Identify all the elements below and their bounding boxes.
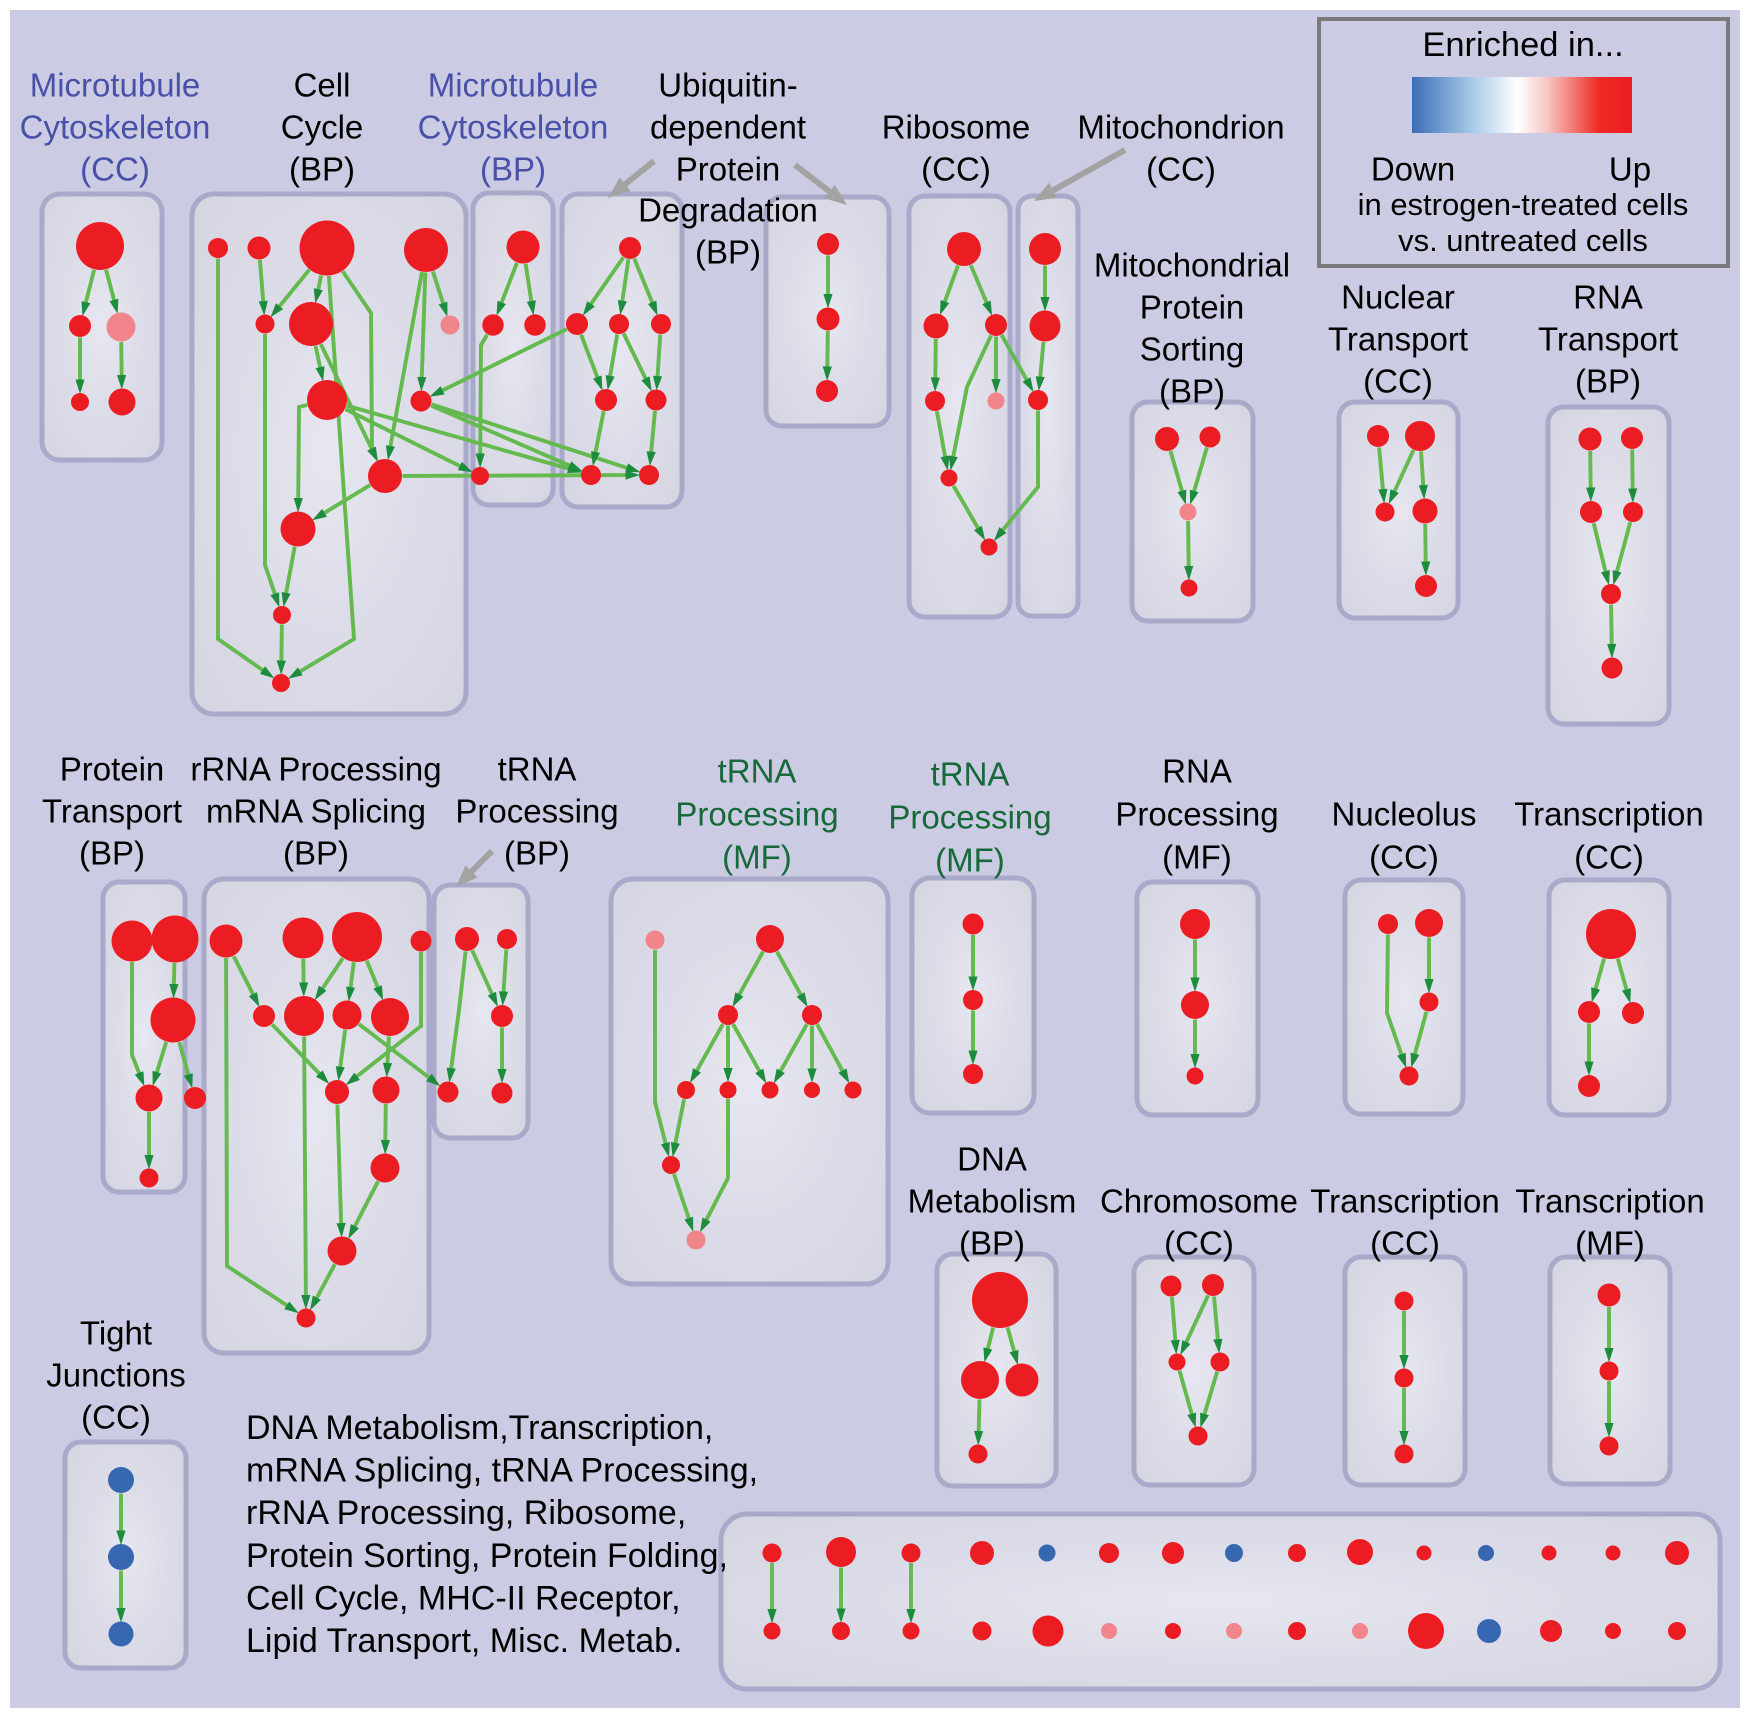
svg-text:Nucleolus: Nucleolus — [1332, 796, 1477, 833]
svg-text:(MF): (MF) — [1162, 839, 1232, 876]
svg-text:DNA Metabolism,Transcription,: DNA Metabolism,Transcription, — [246, 1409, 713, 1447]
svg-text:Microtubule: Microtubule — [30, 67, 201, 104]
svg-text:(BP): (BP) — [79, 835, 145, 872]
svg-text:(CC): (CC) — [1146, 151, 1216, 188]
svg-text:Cycle: Cycle — [281, 109, 364, 146]
svg-text:Enriched in...: Enriched in... — [1422, 26, 1623, 64]
svg-text:Degradation: Degradation — [638, 192, 818, 229]
svg-text:Processing: Processing — [1115, 796, 1278, 833]
svg-text:in estrogen-treated cells: in estrogen-treated cells — [1358, 187, 1689, 222]
svg-text:Processing: Processing — [888, 799, 1051, 836]
svg-text:rRNA Processing: rRNA Processing — [190, 751, 441, 788]
svg-text:Microtubule: Microtubule — [428, 67, 599, 104]
svg-text:Nuclear: Nuclear — [1341, 279, 1455, 316]
svg-text:(CC): (CC) — [1574, 839, 1644, 876]
svg-text:(CC): (CC) — [1164, 1225, 1234, 1262]
svg-text:(BP): (BP) — [504, 835, 570, 872]
svg-text:Cell Cycle, MHC-II Receptor,: Cell Cycle, MHC-II Receptor, — [246, 1579, 681, 1617]
svg-text:Transport: Transport — [1538, 321, 1678, 358]
svg-text:mRNA Splicing: mRNA Splicing — [206, 793, 426, 830]
svg-text:Mitochondrial: Mitochondrial — [1094, 247, 1290, 284]
svg-text:DNA: DNA — [957, 1141, 1027, 1178]
svg-text:Lipid Transport, Misc. Metab.: Lipid Transport, Misc. Metab. — [246, 1622, 683, 1660]
svg-text:(BP): (BP) — [283, 835, 349, 872]
svg-text:(BP): (BP) — [695, 234, 761, 271]
svg-text:(BP): (BP) — [959, 1225, 1025, 1262]
svg-text:(CC): (CC) — [1363, 363, 1433, 400]
svg-text:Metabolism: Metabolism — [908, 1183, 1077, 1220]
svg-text:Transport: Transport — [1328, 321, 1468, 358]
svg-text:dependent: dependent — [650, 109, 806, 146]
svg-text:Protein Sorting, Protein Foldi: Protein Sorting, Protein Folding, — [246, 1537, 728, 1575]
svg-text:Transcription: Transcription — [1515, 1183, 1705, 1220]
svg-text:Mitochondrion: Mitochondrion — [1077, 109, 1284, 146]
svg-text:(BP): (BP) — [1575, 363, 1641, 400]
svg-text:tRNA: tRNA — [498, 751, 577, 788]
svg-text:rRNA Processing, Ribosome,: rRNA Processing, Ribosome, — [246, 1494, 686, 1532]
svg-text:Cytoskeleton: Cytoskeleton — [20, 109, 211, 146]
svg-text:Transcription: Transcription — [1310, 1183, 1500, 1220]
svg-text:(CC): (CC) — [1369, 839, 1439, 876]
svg-text:RNA: RNA — [1162, 753, 1232, 790]
svg-text:Processing: Processing — [455, 793, 618, 830]
svg-text:(CC): (CC) — [1370, 1225, 1440, 1262]
svg-text:Ubiquitin-: Ubiquitin- — [658, 67, 797, 104]
svg-text:Sorting: Sorting — [1140, 331, 1245, 368]
svg-text:Tight: Tight — [80, 1315, 152, 1352]
svg-text:(MF): (MF) — [722, 839, 792, 876]
svg-text:Protein: Protein — [676, 151, 781, 188]
svg-text:Up: Up — [1609, 151, 1651, 188]
svg-text:mRNA Splicing, tRNA Processing: mRNA Splicing, tRNA Processing, — [246, 1452, 758, 1490]
svg-text:vs. untreated cells: vs. untreated cells — [1398, 223, 1648, 258]
svg-text:Down: Down — [1371, 151, 1455, 188]
svg-text:Ribosome: Ribosome — [882, 109, 1031, 146]
svg-text:Chromosome: Chromosome — [1100, 1183, 1298, 1220]
svg-text:Protein: Protein — [60, 751, 165, 788]
svg-text:(BP): (BP) — [480, 151, 546, 188]
svg-text:Transport: Transport — [42, 793, 182, 830]
svg-text:RNA: RNA — [1573, 279, 1643, 316]
svg-text:Cytoskeleton: Cytoskeleton — [418, 109, 609, 146]
svg-text:Transcription: Transcription — [1514, 796, 1704, 833]
svg-text:tRNA: tRNA — [718, 753, 797, 790]
svg-text:Junctions: Junctions — [46, 1357, 185, 1394]
svg-text:Cell: Cell — [294, 67, 351, 104]
svg-text:tRNA: tRNA — [931, 756, 1010, 793]
svg-text:(CC): (CC) — [81, 1399, 151, 1436]
svg-text:(MF): (MF) — [935, 842, 1005, 879]
svg-text:Processing: Processing — [675, 796, 838, 833]
svg-text:(CC): (CC) — [921, 151, 991, 188]
svg-text:(MF): (MF) — [1575, 1225, 1645, 1262]
svg-text:Protein: Protein — [1140, 289, 1245, 326]
svg-text:(CC): (CC) — [80, 151, 150, 188]
svg-text:(BP): (BP) — [1159, 373, 1225, 410]
svg-text:(BP): (BP) — [289, 151, 355, 188]
